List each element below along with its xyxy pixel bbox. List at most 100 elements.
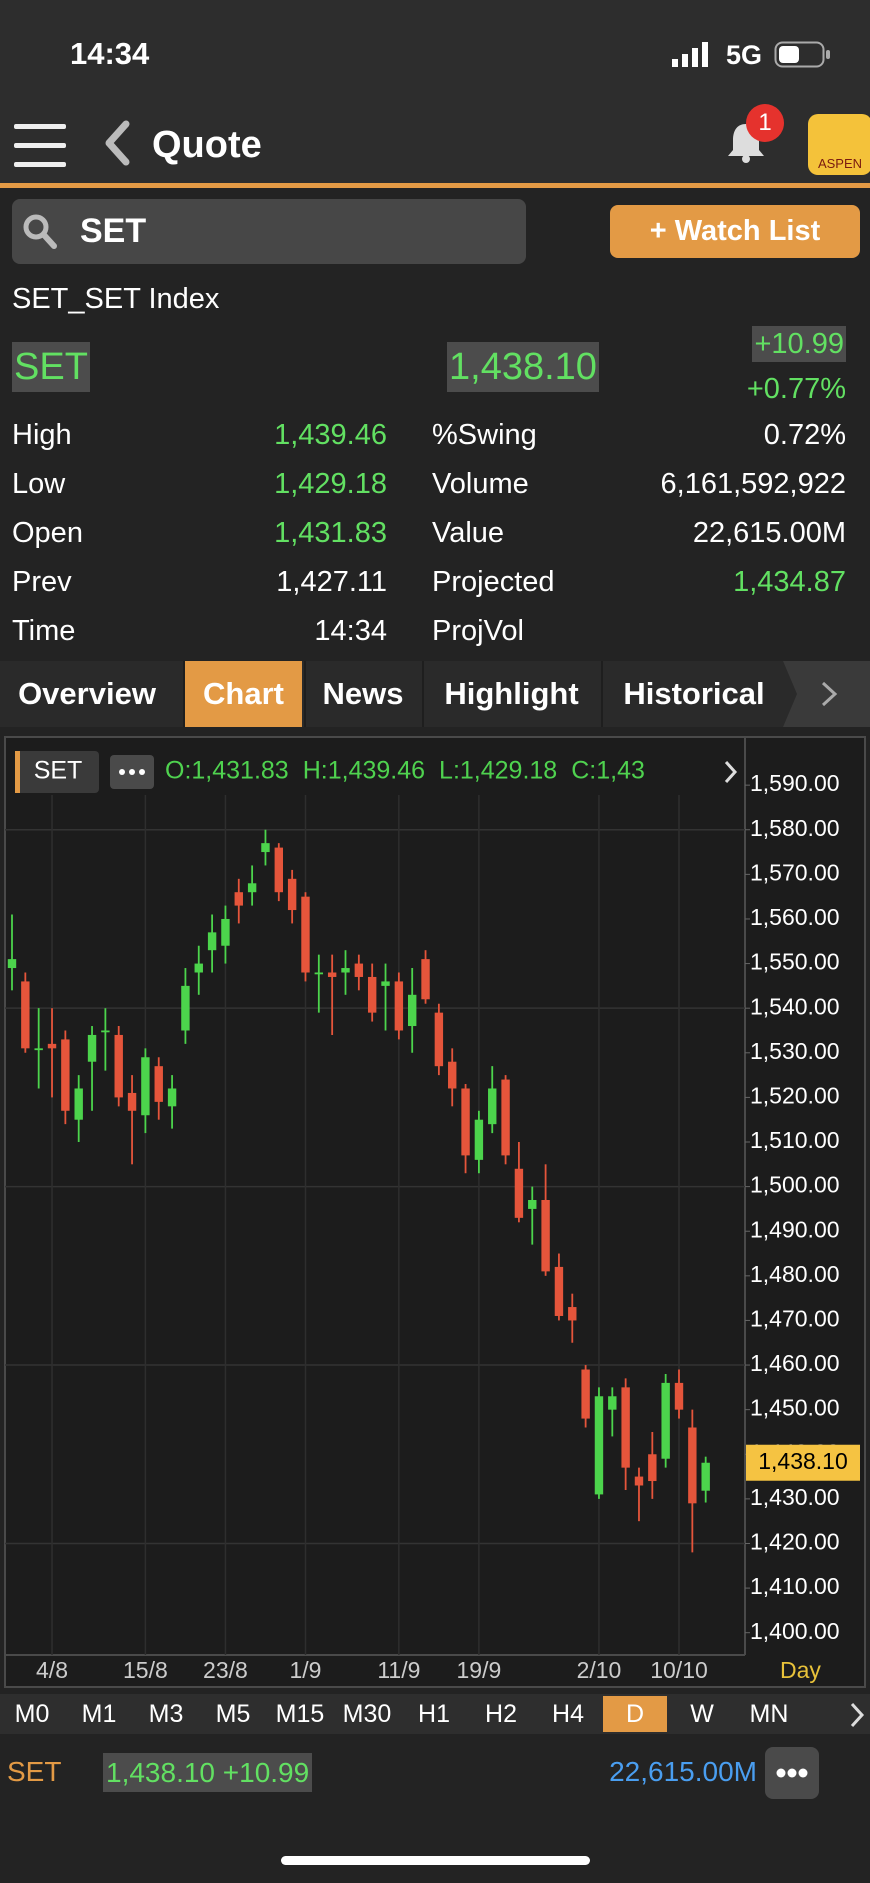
header-divider [0, 183, 870, 188]
footer-value: 22,615.00M [609, 1756, 757, 1787]
candle-body [247, 883, 257, 893]
y-tick-label: 1,530.00 [750, 1038, 840, 1064]
x-tick-label: 4/8 [36, 1657, 68, 1683]
tab[interactable]: News [304, 661, 420, 727]
candle-body [581, 1369, 590, 1419]
x-tick-label: 19/9 [457, 1657, 502, 1683]
y-tick-label: 1,480.00 [750, 1261, 840, 1287]
candle-body [488, 1088, 497, 1125]
timeframe-bar [0, 1694, 870, 1734]
tab-active[interactable]: Chart [183, 661, 302, 727]
candle-body [101, 1030, 110, 1033]
candle-body [341, 968, 350, 973]
candle-body [207, 932, 217, 951]
timeframe[interactable]: M3 [148, 1700, 184, 1728]
y-tick-label: 1,550.00 [750, 949, 840, 975]
candle-body [7, 959, 17, 969]
brand-logo[interactable]: ASPEN [808, 114, 870, 175]
candle-body [301, 896, 310, 973]
instrument-name: SET_SET Index [12, 283, 220, 315]
timeframe[interactable]: M30 [342, 1700, 392, 1728]
y-tick-label: 1,590.00 [750, 770, 840, 796]
y-tick-label: 1,400.00 [750, 1618, 840, 1644]
timeframe[interactable]: H1 [418, 1700, 450, 1728]
x-tick-label: 23/8 [203, 1657, 248, 1683]
candle-body [434, 1012, 444, 1067]
notification-badge: 1 [746, 104, 784, 142]
more-button[interactable] [765, 1747, 819, 1799]
signal-icon [672, 42, 708, 67]
search-icon [23, 214, 57, 249]
quote-change-pct: +0.77% [746, 373, 846, 405]
timeframe[interactable]: MN [749, 1700, 789, 1728]
candle-body [221, 918, 230, 946]
candle-body [181, 985, 190, 1031]
candle-body [354, 963, 364, 977]
timeframe[interactable]: M5 [215, 1700, 251, 1728]
candle-body [474, 1119, 484, 1160]
tab-bar [0, 661, 870, 727]
candle-body [514, 1168, 524, 1218]
timeframe[interactable]: W [690, 1700, 714, 1728]
timeframe-active[interactable]: D [603, 1696, 667, 1732]
candle-body [394, 981, 404, 1031]
candle-body [648, 1454, 657, 1482]
candle-body [554, 1266, 564, 1316]
tab-scroll-right[interactable] [783, 661, 870, 727]
candle-body [74, 1088, 83, 1120]
stat-label: Open [12, 517, 83, 549]
stat-label: Prev [12, 566, 72, 598]
search-box[interactable] [12, 199, 526, 264]
stat-label: Value [432, 517, 505, 549]
stat-value: 14:34 [314, 615, 387, 647]
clock: 14:34 [70, 36, 150, 71]
stat-value: 0.72% [763, 419, 846, 451]
quote-change: +10.99 [752, 326, 846, 362]
tab[interactable]: Highlight [422, 661, 599, 727]
candle-body [367, 976, 377, 1013]
stat-label: Projected [432, 566, 555, 598]
candlestick-chart: 1,590.00 1,580.00 1,570.00 1,560.00 1,550.00… [4, 736, 866, 1688]
candle-body [421, 959, 430, 1000]
timeframe[interactable]: H2 [485, 1700, 517, 1728]
ohlc-value: L:1,429.18 [439, 757, 557, 785]
timeframe[interactable]: M1 [81, 1700, 117, 1728]
stat-label: Low [12, 468, 66, 500]
candle-body [408, 994, 417, 1027]
stat-label: ProjVol [432, 615, 524, 647]
timeframe[interactable]: H4 [552, 1700, 584, 1728]
last-price-label: 1,438.10 [758, 1448, 848, 1474]
stat-value: 1,439.46 [274, 419, 387, 451]
candle-body [21, 981, 30, 1049]
tab[interactable]: Overview [18, 676, 156, 711]
y-tick-label: 1,570.00 [750, 859, 840, 885]
stat-value: 1,434.87 [733, 566, 846, 598]
y-tick-label: 1,560.00 [750, 904, 840, 930]
x-tick-label: 15/8 [123, 1657, 168, 1683]
stat-value: 1,427.11 [276, 566, 387, 598]
candle-body [127, 1092, 137, 1111]
stat-value: 6,161,592,922 [660, 468, 846, 500]
timeframe[interactable]: M15 [275, 1700, 325, 1728]
candle-body [501, 1079, 510, 1156]
y-tick-label: 1,430.00 [750, 1484, 840, 1510]
candle-body [141, 1057, 150, 1116]
y-tick-label: 1,490.00 [750, 1216, 840, 1242]
candle-body [594, 1396, 604, 1495]
stat-value: 1,429.18 [274, 468, 387, 500]
stat-label: Volume [432, 468, 529, 500]
last-price-tag [746, 1444, 860, 1481]
timeframe[interactable]: M0 [14, 1700, 50, 1728]
candle-body [167, 1088, 177, 1107]
back-button[interactable] [102, 120, 132, 166]
footer-change: +10.99 [222, 1757, 310, 1788]
stat-label: High [12, 419, 72, 451]
candle-body [34, 1048, 43, 1051]
menu-button[interactable] [14, 124, 68, 168]
ohlc-value: C:1,43 [571, 757, 645, 785]
tab[interactable]: Historical [601, 661, 785, 727]
watch-list-button[interactable]: + Watch List [610, 205, 860, 258]
timeframe-scroll[interactable] [846, 1700, 868, 1730]
ohlc-value: O:1,431.83 [165, 757, 289, 785]
